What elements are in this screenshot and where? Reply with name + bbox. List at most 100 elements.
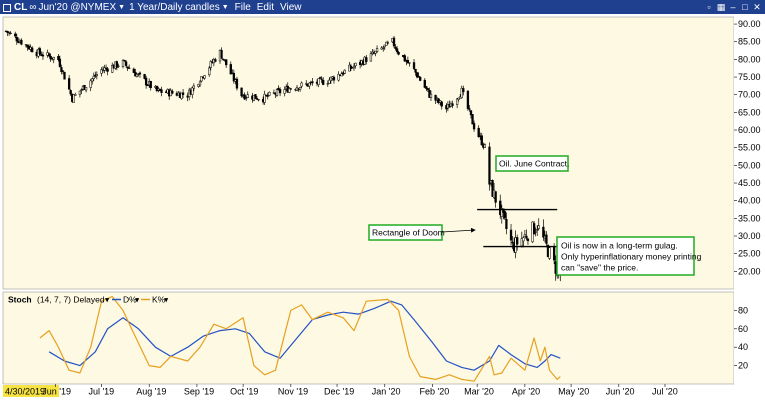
maximize-icon[interactable]: □ bbox=[742, 2, 748, 12]
candle bbox=[472, 120, 476, 132]
candle bbox=[181, 88, 185, 99]
candle bbox=[340, 71, 343, 77]
candle bbox=[412, 58, 416, 70]
date-tick-label: Jul '20 bbox=[652, 387, 678, 397]
stoch-tick-label: 20 bbox=[738, 361, 748, 371]
minimize-icon[interactable]: – bbox=[730, 2, 736, 12]
close-icon[interactable]: ✕ bbox=[753, 1, 761, 12]
contract-label[interactable]: Jun'20 @NYMEX bbox=[38, 1, 117, 13]
candle bbox=[180, 92, 183, 100]
candle bbox=[192, 83, 195, 92]
candle bbox=[440, 100, 443, 110]
candle bbox=[417, 72, 420, 78]
candle bbox=[268, 91, 271, 97]
price-tick-label: 45.00 bbox=[738, 178, 761, 188]
candle bbox=[52, 56, 55, 64]
candle bbox=[469, 110, 473, 119]
candle bbox=[289, 87, 292, 90]
candle bbox=[502, 208, 505, 220]
candle bbox=[208, 66, 211, 77]
candle bbox=[257, 99, 260, 102]
candle bbox=[240, 87, 243, 98]
candle bbox=[57, 54, 60, 62]
date-tick-label: Sep '19 bbox=[184, 387, 214, 397]
annotation-long-term-gulag[interactable]: Oil is now in a long-term gulag. Only hy… bbox=[556, 236, 702, 276]
candle bbox=[354, 62, 357, 69]
annotation-arrow bbox=[441, 227, 476, 233]
candle bbox=[483, 143, 487, 148]
candle bbox=[100, 67, 103, 77]
candle bbox=[277, 85, 280, 91]
candle bbox=[525, 229, 528, 241]
annotation-box bbox=[495, 155, 569, 172]
candle bbox=[385, 41, 388, 46]
interval-label[interactable]: 1 Year/Daily candles bbox=[129, 1, 220, 13]
menu-edit[interactable]: Edit bbox=[256, 1, 274, 13]
annotation-text: Rectangle of Doom bbox=[372, 228, 445, 238]
date-tick-label: Jun '20 bbox=[606, 387, 635, 397]
interval-dropdown-icon[interactable]: ▼ bbox=[221, 3, 229, 11]
menu-view[interactable]: View bbox=[280, 1, 302, 13]
candle bbox=[494, 191, 497, 208]
candle bbox=[6, 30, 9, 37]
legend-dropdown-icon[interactable]: ▾ bbox=[105, 295, 110, 305]
candle bbox=[477, 125, 480, 138]
candle bbox=[38, 46, 42, 56]
annotation-box bbox=[556, 236, 695, 276]
d-line bbox=[48, 300, 561, 371]
candle bbox=[471, 113, 474, 125]
price-tick-label: 25.00 bbox=[738, 249, 761, 259]
annotation-rectangle-of-doom[interactable]: Rectangle of Doom bbox=[368, 224, 476, 241]
candle bbox=[365, 55, 368, 65]
candle bbox=[434, 94, 437, 104]
k-line bbox=[39, 296, 561, 382]
candle bbox=[462, 85, 465, 96]
restore-icon[interactable]: ▫ bbox=[707, 2, 711, 12]
candle bbox=[298, 86, 302, 92]
candle bbox=[308, 82, 311, 90]
date-tick-label: May '20 bbox=[558, 387, 589, 397]
candle bbox=[49, 53, 52, 62]
stoch-legend[interactable]: Stoch (14, 7, 7) Delayed ▾ D% ▾ K% ▾ bbox=[8, 295, 169, 305]
candle bbox=[235, 76, 239, 91]
candle bbox=[318, 76, 322, 79]
annotation-line-1: Oil is now in a long-term gulag. bbox=[561, 241, 678, 251]
candle bbox=[503, 210, 507, 221]
candle bbox=[229, 61, 232, 75]
candle bbox=[209, 60, 212, 71]
price-tick-label: 35.00 bbox=[738, 213, 761, 223]
contract-dropdown-icon[interactable]: ▼ bbox=[118, 3, 126, 11]
candle bbox=[275, 88, 279, 97]
candle bbox=[395, 46, 399, 54]
candle bbox=[278, 87, 282, 97]
stoch-panel[interactable] bbox=[2, 291, 735, 385]
start-date-label: 4/30/2019 bbox=[5, 387, 45, 397]
date-tick-label: Nov '19 bbox=[278, 387, 308, 397]
legend-dropdown-icon[interactable]: ▾ bbox=[135, 295, 140, 305]
annotation-june-contract[interactable]: Oil. June Contract. bbox=[495, 155, 569, 172]
candle bbox=[106, 66, 109, 76]
menu-file[interactable]: File bbox=[234, 1, 251, 13]
candle bbox=[548, 246, 551, 261]
candle bbox=[191, 86, 194, 99]
legend-dropdown-icon[interactable]: ▾ bbox=[164, 295, 169, 305]
candle-series bbox=[4, 30, 562, 282]
date-axis-ticks: Jun '19 Jul '19 Aug '19 Sep '19 Oct '19 Nov '… bbox=[42, 384, 678, 397]
price-tick-label: 70.00 bbox=[738, 90, 761, 100]
candle bbox=[423, 78, 426, 89]
candle bbox=[468, 105, 471, 112]
candle bbox=[523, 229, 527, 238]
candle bbox=[149, 80, 152, 91]
candle bbox=[537, 218, 540, 231]
candle bbox=[457, 97, 460, 102]
candle bbox=[254, 94, 257, 99]
candle bbox=[160, 86, 163, 97]
tile-icon[interactable]: ▦ bbox=[716, 1, 726, 12]
candle bbox=[246, 91, 249, 99]
price-tick-label: 20.00 bbox=[738, 266, 761, 276]
candle bbox=[455, 97, 459, 109]
k-legend-label: K% bbox=[152, 295, 166, 305]
stoch-tick-label: 80 bbox=[738, 305, 748, 315]
candle bbox=[117, 63, 120, 68]
symbol-label[interactable]: CL bbox=[14, 1, 28, 13]
